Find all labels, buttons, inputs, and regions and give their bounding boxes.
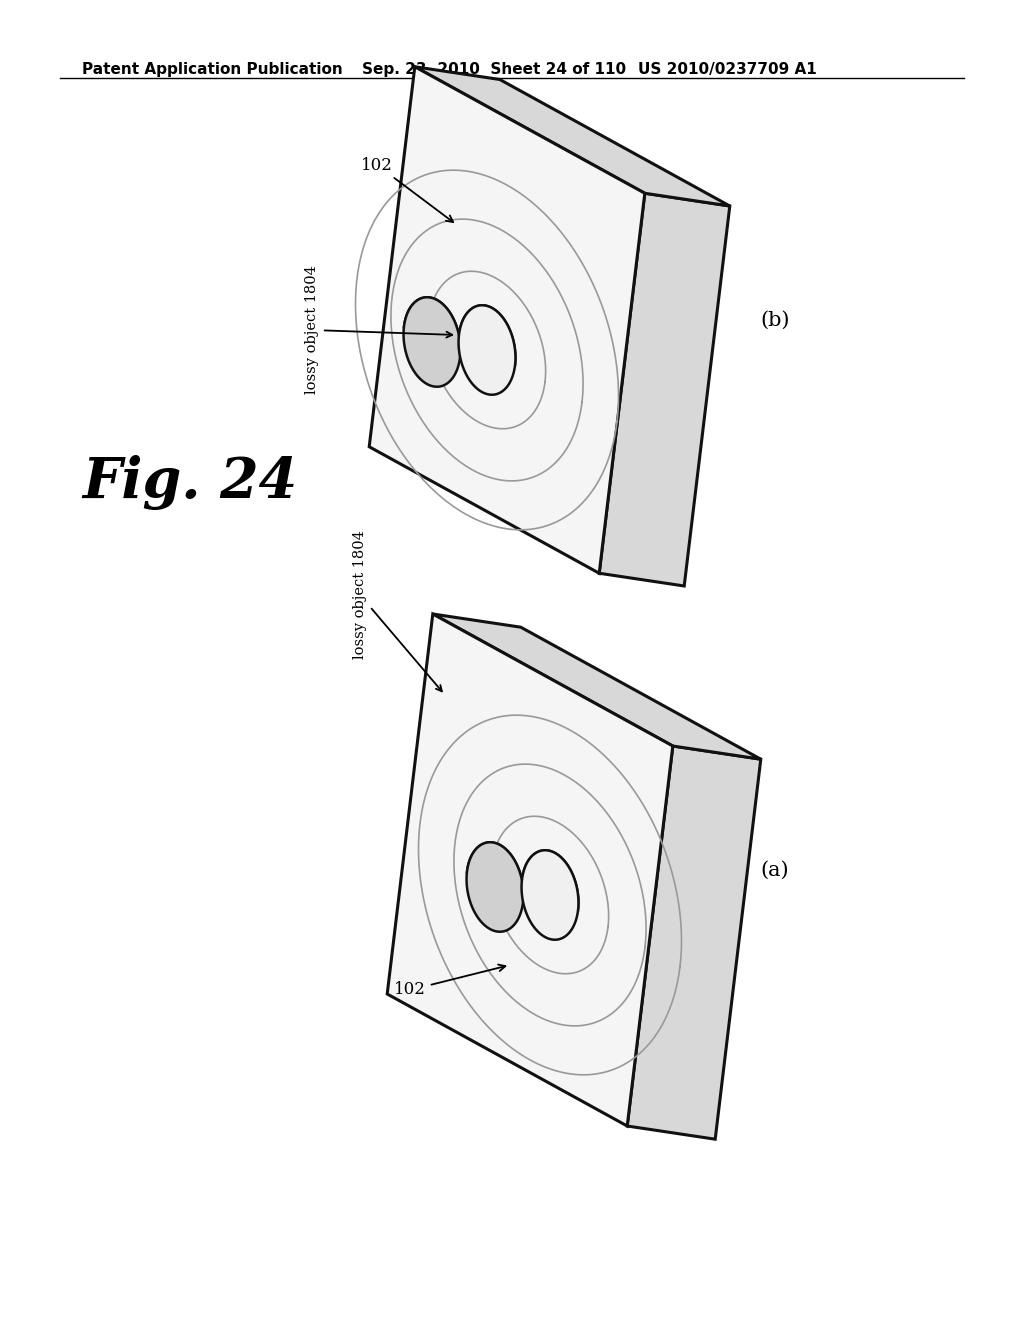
Polygon shape [403, 297, 461, 387]
Polygon shape [415, 67, 730, 206]
Text: (a): (a) [760, 861, 788, 879]
Polygon shape [403, 297, 515, 366]
Text: Sep. 23, 2010  Sheet 24 of 110: Sep. 23, 2010 Sheet 24 of 110 [362, 62, 626, 77]
Text: Fig. 24: Fig. 24 [82, 455, 297, 510]
Polygon shape [459, 305, 515, 395]
Text: lossy object 1804: lossy object 1804 [305, 265, 453, 395]
Text: Patent Application Publication: Patent Application Publication [82, 62, 343, 77]
Text: 102: 102 [394, 965, 506, 998]
Text: US 2010/0237709 A1: US 2010/0237709 A1 [638, 62, 817, 77]
Polygon shape [627, 746, 761, 1139]
Polygon shape [521, 850, 579, 940]
Text: 102: 102 [361, 157, 454, 222]
Polygon shape [467, 842, 579, 911]
Polygon shape [370, 67, 645, 573]
Polygon shape [433, 614, 761, 759]
Polygon shape [387, 614, 673, 1126]
Text: lossy object 1804: lossy object 1804 [353, 531, 442, 692]
Polygon shape [467, 842, 523, 932]
Text: (b): (b) [760, 310, 790, 330]
Polygon shape [599, 193, 730, 586]
